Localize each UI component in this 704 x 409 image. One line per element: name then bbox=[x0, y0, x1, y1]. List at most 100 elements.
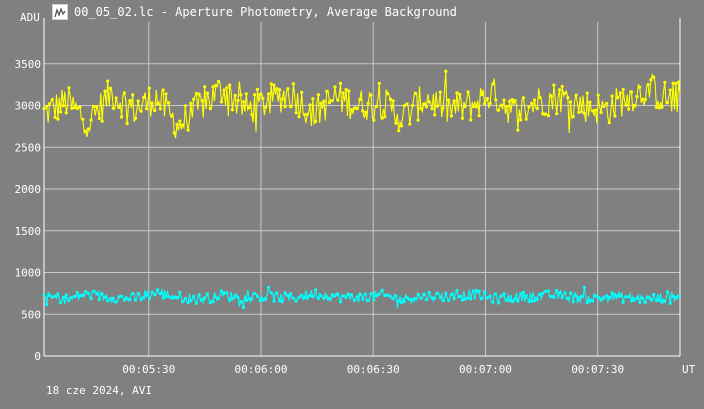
light-curve-app-icon[interactable] bbox=[52, 4, 68, 20]
series-lower-point bbox=[585, 301, 589, 305]
series-lower-point bbox=[211, 300, 215, 304]
series-upper-point bbox=[496, 108, 501, 112]
series-upper-point bbox=[544, 112, 548, 116]
series-upper-point bbox=[194, 91, 198, 96]
series-upper-point bbox=[56, 117, 60, 121]
series-lower-point bbox=[463, 297, 467, 301]
series-upper-point bbox=[419, 106, 423, 110]
series-upper-point bbox=[455, 91, 459, 95]
series-upper-point bbox=[649, 78, 653, 82]
series-lower-point bbox=[122, 298, 126, 302]
x-tick-label: 00:06:00 bbox=[234, 363, 287, 376]
series-lower-point bbox=[372, 298, 376, 302]
series-lower-point bbox=[61, 295, 65, 300]
series-lower-point bbox=[158, 292, 162, 296]
series-upper-point bbox=[677, 80, 681, 84]
series-upper-point bbox=[269, 82, 273, 86]
series-upper-point bbox=[128, 99, 132, 103]
series-upper-point bbox=[97, 116, 101, 121]
series-lower-point bbox=[289, 292, 293, 296]
series-upper-point bbox=[652, 75, 656, 79]
series-upper-point bbox=[261, 96, 265, 100]
series-lower-point bbox=[114, 300, 118, 304]
series-upper-point bbox=[272, 83, 276, 87]
series-lower-point bbox=[408, 297, 412, 301]
series-lower-point bbox=[42, 293, 46, 297]
series-upper-point bbox=[502, 98, 506, 102]
series-upper-point bbox=[167, 101, 171, 105]
series-upper-point bbox=[408, 122, 412, 126]
series-lower-point bbox=[203, 296, 207, 300]
series-upper-point bbox=[624, 103, 628, 107]
series-upper-point bbox=[42, 107, 46, 111]
y-tick-label: 2000 bbox=[15, 183, 42, 196]
y-tick-label: 1500 bbox=[15, 225, 42, 238]
series-upper-point bbox=[325, 89, 329, 93]
series-lower-point bbox=[205, 292, 210, 296]
series-lower-point bbox=[674, 295, 678, 299]
series-upper-point bbox=[333, 85, 337, 89]
series-lower-point bbox=[621, 300, 625, 304]
series-lower-point bbox=[602, 296, 606, 300]
series-lower-point bbox=[311, 295, 315, 299]
series-lower-point bbox=[291, 296, 295, 300]
series-upper-point bbox=[233, 93, 237, 98]
series-lower-point bbox=[253, 291, 257, 296]
series-lower-point bbox=[233, 294, 237, 298]
series-lower-point bbox=[513, 297, 517, 301]
series-lower-point bbox=[610, 291, 614, 295]
series-upper-point bbox=[521, 96, 526, 100]
series-upper-point bbox=[183, 104, 187, 108]
series-lower-point bbox=[458, 294, 462, 299]
series-upper-point bbox=[241, 100, 246, 104]
series-upper-point bbox=[239, 93, 243, 97]
series-lower-point bbox=[67, 298, 71, 303]
series-upper-point bbox=[585, 91, 589, 95]
series-lower-point bbox=[588, 299, 592, 303]
series-upper-point bbox=[156, 102, 160, 106]
series-lower-point bbox=[153, 293, 157, 297]
series-lower-point bbox=[136, 291, 140, 295]
series-upper-point bbox=[596, 93, 600, 97]
series-upper-point bbox=[136, 99, 140, 103]
series-lower-point bbox=[374, 294, 379, 298]
series-lower-point bbox=[255, 294, 259, 298]
series-lower-point bbox=[81, 293, 85, 297]
series-lower-point bbox=[294, 299, 298, 303]
series-upper-point bbox=[322, 99, 326, 103]
series-lower-point bbox=[638, 300, 642, 304]
series-lower-point bbox=[496, 301, 501, 305]
series-upper-point bbox=[599, 110, 603, 115]
series-upper-point bbox=[100, 119, 104, 123]
series-lower-point bbox=[264, 297, 268, 301]
series-lower-point bbox=[75, 291, 79, 295]
series-upper-point bbox=[81, 117, 85, 121]
series-upper-point bbox=[70, 106, 74, 110]
series-upper-point bbox=[53, 115, 57, 119]
series-lower-point bbox=[516, 299, 520, 303]
series-lower-point bbox=[181, 300, 185, 304]
series-lower-point bbox=[571, 300, 575, 304]
series-upper-point bbox=[668, 88, 672, 92]
series-lower-point bbox=[178, 290, 182, 294]
series-lower-point bbox=[344, 295, 348, 300]
series-lower-point bbox=[250, 297, 254, 301]
series-lower-point bbox=[56, 292, 60, 296]
series-lower-point bbox=[646, 296, 650, 300]
series-lower-point bbox=[405, 295, 409, 300]
series-lower-point bbox=[508, 298, 512, 302]
series-lower-point bbox=[455, 288, 459, 293]
series-lower-point bbox=[175, 295, 179, 300]
series-upper-point bbox=[516, 128, 520, 132]
series-lower-point bbox=[519, 292, 523, 296]
y-tick-label: 1000 bbox=[15, 267, 42, 280]
series-lower-point bbox=[505, 298, 509, 302]
series-upper-point bbox=[103, 89, 107, 93]
series-upper-point bbox=[302, 113, 307, 117]
series-lower-point bbox=[386, 293, 390, 297]
series-upper-point bbox=[449, 114, 453, 118]
series-lower-point bbox=[380, 288, 384, 292]
series-lower-point bbox=[413, 296, 417, 301]
series-upper-point bbox=[654, 105, 659, 109]
series-lower-point bbox=[302, 295, 307, 300]
